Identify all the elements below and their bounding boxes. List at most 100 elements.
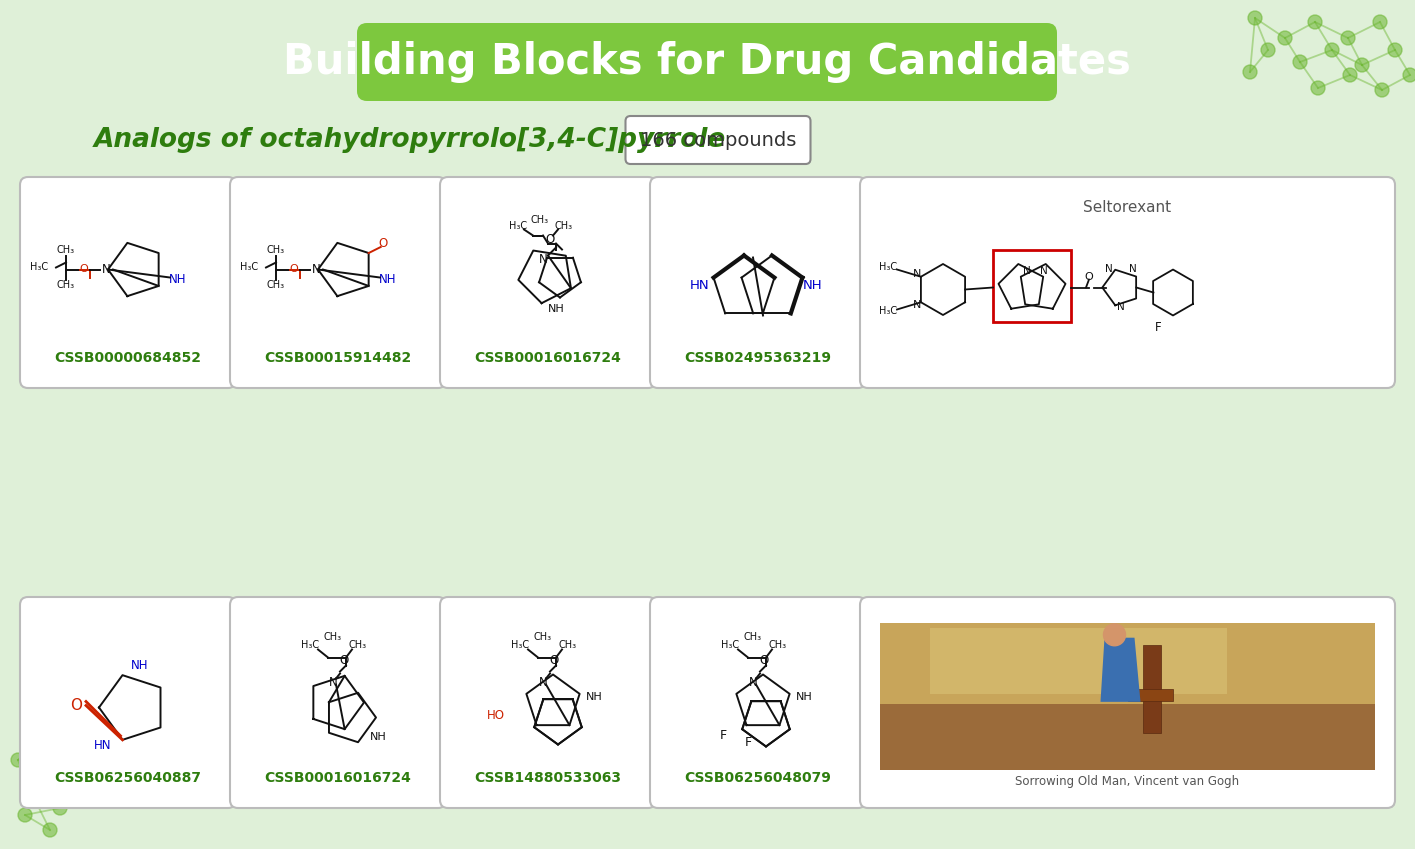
Text: NH: NH [132,659,149,672]
Circle shape [71,753,85,767]
Text: CH₃: CH₃ [531,215,549,224]
Text: NH: NH [586,693,603,702]
Circle shape [1373,15,1387,29]
Text: NH: NH [170,273,187,286]
FancyBboxPatch shape [860,177,1395,388]
Text: N: N [1116,302,1125,312]
Text: Analogs of octahydropyrrolo[3,4-C]pyrrole: Analogs of octahydropyrrolo[3,4-C]pyrrol… [93,127,726,153]
Text: N: N [539,253,548,266]
Text: N: N [1105,265,1112,274]
Text: Seltorexant: Seltorexant [1084,200,1172,215]
Text: O: O [545,233,555,246]
Text: N: N [328,676,337,689]
FancyBboxPatch shape [625,116,811,164]
Text: O: O [290,265,299,274]
Text: 166 compounds: 166 compounds [640,131,797,149]
Circle shape [1248,11,1262,25]
Text: O: O [69,698,82,713]
Circle shape [41,738,55,752]
Text: O: O [760,654,768,667]
Text: HN: HN [691,279,710,292]
Bar [1142,645,1160,734]
Text: N: N [1129,265,1136,274]
Text: F: F [744,736,751,749]
Circle shape [23,783,37,797]
Text: CH₃: CH₃ [744,633,763,643]
Text: HN: HN [95,739,112,752]
FancyBboxPatch shape [440,597,657,808]
Text: F: F [719,729,726,742]
Bar [1128,689,1173,701]
Circle shape [11,753,25,767]
Text: NH: NH [548,305,565,314]
Text: NH: NH [804,279,822,292]
Circle shape [1307,15,1322,29]
FancyBboxPatch shape [20,177,236,388]
Text: N: N [539,676,548,689]
Text: H₃C: H₃C [879,262,897,273]
FancyBboxPatch shape [440,177,657,388]
Text: O: O [1085,273,1094,283]
Circle shape [1388,43,1402,57]
Text: CH₃: CH₃ [57,245,75,255]
Text: NH: NH [369,733,386,743]
Circle shape [52,801,67,815]
Text: CSSB14880533063: CSSB14880533063 [474,771,621,785]
Text: N: N [913,300,921,310]
Circle shape [78,703,92,717]
Text: O: O [378,237,388,250]
Text: N: N [102,263,110,276]
Text: Building Blocks for Drug Candidates: Building Blocks for Drug Candidates [283,41,1131,83]
Circle shape [1375,83,1390,97]
Text: N: N [749,676,757,689]
Text: N: N [311,263,320,276]
Text: N: N [913,269,921,279]
Text: H₃C: H₃C [30,262,48,273]
Text: H₃C: H₃C [241,262,258,273]
Text: N: N [1023,267,1032,277]
Text: CH₃: CH₃ [324,633,342,643]
FancyBboxPatch shape [357,23,1057,101]
FancyBboxPatch shape [649,177,866,388]
Text: CH₃: CH₃ [267,279,284,290]
Circle shape [18,808,33,822]
Circle shape [48,713,62,727]
Text: CH₃: CH₃ [533,633,552,643]
FancyBboxPatch shape [20,597,236,808]
Text: CSSB06256048079: CSSB06256048079 [685,771,832,785]
Text: CSSB02495363219: CSSB02495363219 [685,351,832,365]
Text: N: N [1040,267,1049,277]
Circle shape [1293,55,1307,69]
Text: CSSB00016016724: CSSB00016016724 [265,771,412,785]
Text: H₃C: H₃C [301,640,318,650]
Text: CH₃: CH₃ [555,221,573,230]
Circle shape [1324,43,1339,57]
Bar [880,623,1375,770]
FancyBboxPatch shape [860,597,1395,808]
Bar [930,628,1227,694]
Text: CH₃: CH₃ [768,640,787,650]
Circle shape [1356,58,1368,72]
Text: O: O [79,265,88,274]
Text: H₃C: H₃C [720,640,739,650]
Text: NH: NH [379,273,396,286]
Circle shape [1278,31,1292,45]
Polygon shape [1101,638,1140,702]
Text: H₃C: H₃C [879,306,897,317]
Text: F: F [1155,321,1162,334]
Bar [880,704,1375,770]
Text: CSSB00000684852: CSSB00000684852 [55,351,201,365]
Text: O: O [340,654,348,667]
Text: CH₃: CH₃ [267,245,284,255]
Text: HO: HO [487,709,505,722]
Text: O: O [549,654,559,667]
FancyBboxPatch shape [649,597,866,808]
Circle shape [42,823,57,837]
Text: CSSB00015914482: CSSB00015914482 [265,351,412,365]
FancyBboxPatch shape [231,177,446,388]
Text: CSSB06256040887: CSSB06256040887 [55,771,201,785]
Circle shape [1341,31,1356,45]
Circle shape [1104,624,1125,646]
Text: H₃C: H₃C [509,221,526,230]
Text: CH₃: CH₃ [57,279,75,290]
